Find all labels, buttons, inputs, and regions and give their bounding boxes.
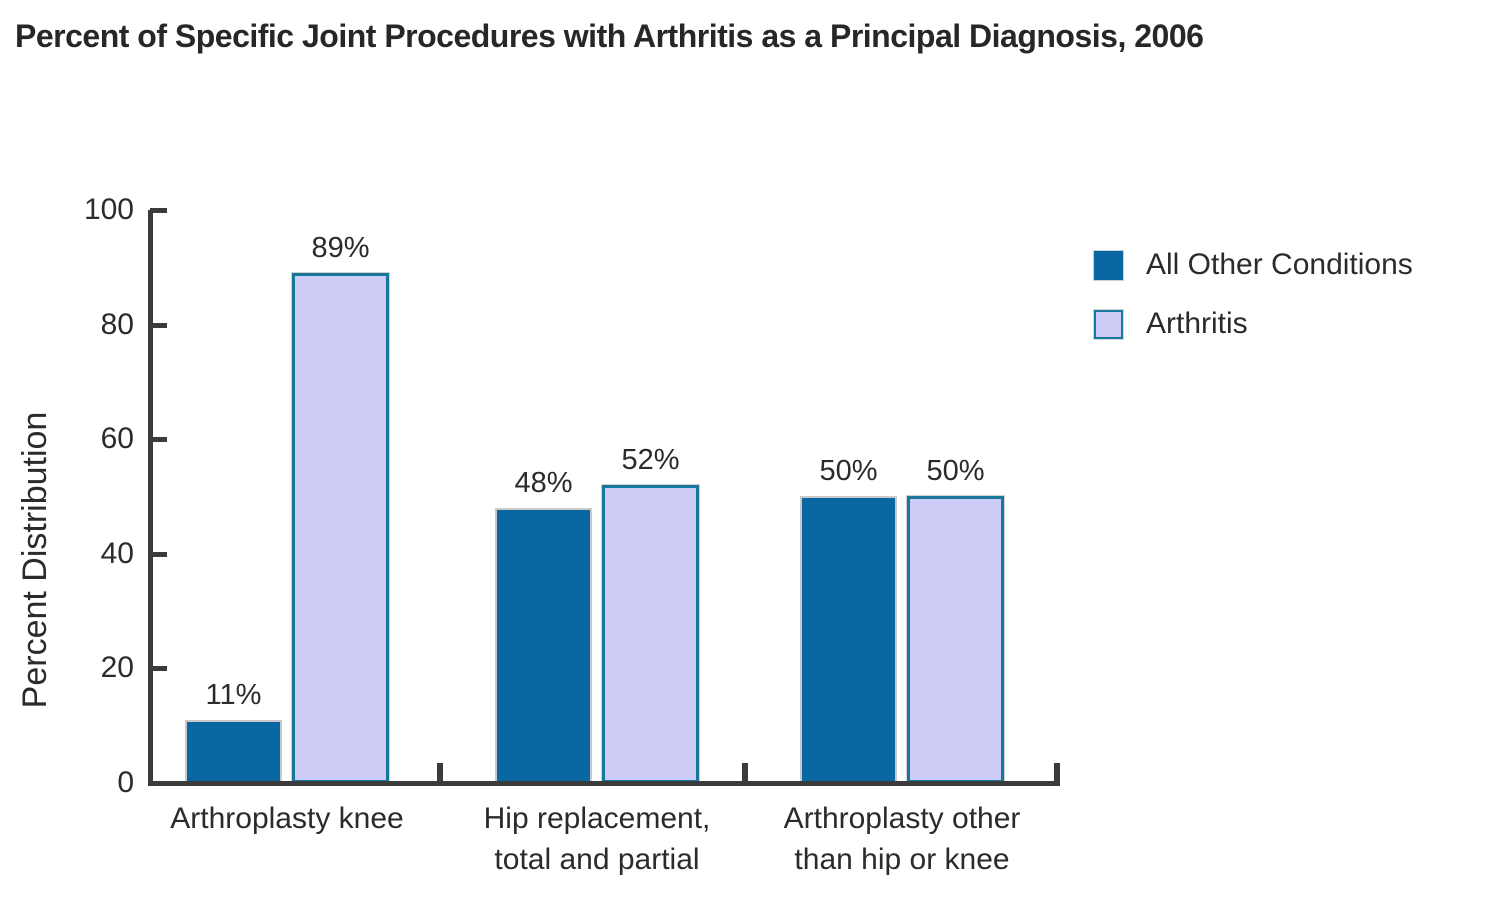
y-tick-label: 20 [100,651,134,685]
y-tick-label: 0 [117,766,134,799]
y-tick-label: 40 [100,536,134,570]
category-label: Hip replacement, total and partial [483,802,711,876]
y-tick-label: 100 [83,193,134,226]
y-tick-mark [150,437,167,443]
y-tick-label: 60 [100,422,134,456]
y-tick-mark [150,551,167,557]
category-label: Arthroplasty knee [170,802,404,835]
bar-value-label: 50% [819,455,878,487]
bar-all-other-conditions [185,720,282,783]
bar-value-label: 50% [926,455,985,487]
x-tick-mark [437,763,443,783]
legend-label: Arthritis [1146,307,1248,340]
bar-all-other-conditions [495,508,592,783]
bar-arthritis [292,273,389,783]
y-tick-mark [150,208,167,213]
bar-arthritis [602,485,699,783]
x-tick-mark [1054,763,1060,783]
bar-arthritis [907,496,1004,783]
bar-all-other-conditions [800,496,897,783]
legend-label: All Other Conditions [1146,248,1413,281]
legend: All Other Conditions Arthritis [1094,248,1413,366]
bar-value-label: 52% [621,444,680,476]
y-tick-mark [150,666,167,672]
x-tick-mark [742,763,748,783]
chart-title: Percent of Specific Joint Procedures wit… [15,18,1204,54]
category-label: Arthroplasty other than hip or knee [783,802,1021,876]
bar-value-label: 48% [514,467,573,499]
legend-item: All Other Conditions [1094,248,1413,282]
legend-swatch-all-other-conditions [1094,250,1123,280]
bar-value-label: 89% [311,232,370,264]
legend-swatch-arthritis [1094,309,1123,339]
bar-value-label: 11% [205,679,262,711]
y-tick-label: 80 [100,307,134,341]
y-tick-mark [150,322,167,328]
legend-item: Arthritis [1094,307,1413,341]
